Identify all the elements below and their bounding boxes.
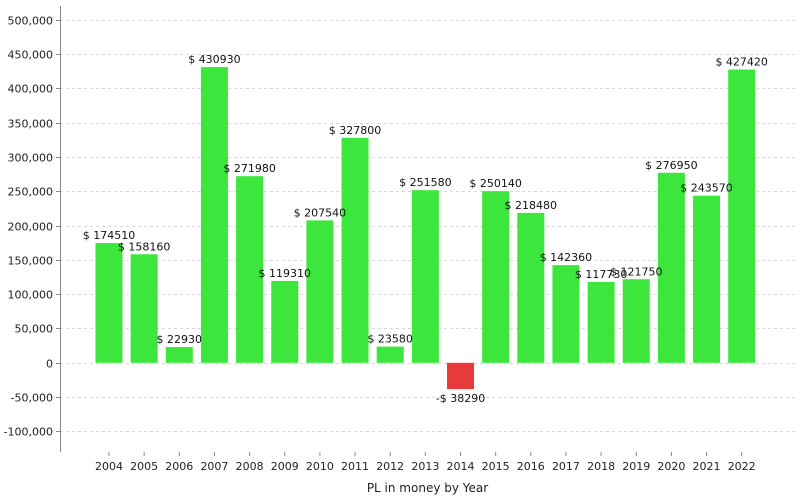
data-label-2010: $ 207540 bbox=[294, 206, 347, 219]
data-label-2014: -$ 38290 bbox=[436, 392, 485, 405]
data-label-2016: $ 218480 bbox=[505, 199, 558, 212]
x-tick-label-2005: 2005 bbox=[130, 460, 158, 473]
x-tick-label-2007: 2007 bbox=[200, 460, 228, 473]
data-label-2020: $ 276950 bbox=[645, 159, 698, 172]
data-label-2008: $ 271980 bbox=[223, 162, 276, 175]
bar-2011 bbox=[341, 137, 369, 363]
bar-2010 bbox=[306, 220, 334, 363]
bar-2013 bbox=[411, 190, 439, 363]
x-tick-label-2017: 2017 bbox=[552, 460, 580, 473]
x-tick-label-2004: 2004 bbox=[95, 460, 123, 473]
y-tick-label: 300,000 bbox=[8, 152, 54, 165]
bar-2005 bbox=[130, 254, 158, 363]
data-labels: $ 174510$ 158160 $ 22930 $ 430930 $ 271980 $… bbox=[83, 53, 768, 405]
x-tick-label-2012: 2012 bbox=[376, 460, 404, 473]
data-label-2006: $ 22930 bbox=[157, 333, 203, 346]
bar-2008 bbox=[236, 176, 264, 363]
y-tick-label: 450,000 bbox=[8, 49, 54, 62]
data-label-2015: $ 250140 bbox=[469, 177, 522, 190]
y-tick-label: 0 bbox=[46, 358, 53, 371]
y-tick-label: 500,000 bbox=[8, 15, 54, 28]
x-tick-label-2019: 2019 bbox=[622, 460, 650, 473]
x-tick-label-2014: 2014 bbox=[447, 460, 475, 473]
bar-2009 bbox=[271, 280, 299, 363]
bar-2014 bbox=[447, 362, 474, 390]
y-axis-ticks: -100,000 -50,000 0 50,000 100,000 150,000 200,… bbox=[4, 15, 60, 439]
bar-2012 bbox=[376, 346, 404, 363]
x-axis-ticks: 2004 2005 2006 2007 2008 2009 2010 2011 2012 2013… bbox=[95, 452, 756, 473]
bar-2017 bbox=[552, 265, 580, 363]
y-tick-label: 350,000 bbox=[8, 118, 54, 131]
x-tick-label-2011: 2011 bbox=[341, 460, 369, 473]
x-tick-label-2022: 2022 bbox=[728, 460, 756, 473]
bar-2007 bbox=[200, 67, 228, 363]
y-tick-label: 400,000 bbox=[8, 83, 54, 96]
y-tick-label: 200,000 bbox=[8, 221, 54, 234]
bar-2019 bbox=[622, 279, 650, 363]
data-label-2011: $ 327800 bbox=[329, 124, 382, 137]
data-label-2018: $ 117730 bbox=[575, 268, 628, 281]
x-tick-label-2018: 2018 bbox=[587, 460, 615, 473]
y-tick-label: 50,000 bbox=[15, 323, 54, 336]
data-label-2007: $ 430930 bbox=[188, 53, 241, 66]
bar-2006 bbox=[165, 347, 193, 363]
x-tick-label-2009: 2009 bbox=[271, 460, 299, 473]
data-label-2021: $ 243570 bbox=[680, 182, 733, 195]
x-tick-label-2021: 2021 bbox=[693, 460, 721, 473]
data-label-2013: $ 251580 bbox=[399, 176, 452, 189]
x-tick-label-2016: 2016 bbox=[517, 460, 545, 473]
x-axis-title: PL in money by Year bbox=[367, 481, 488, 495]
data-label-2004: $ 174510 bbox=[83, 229, 136, 242]
data-label-2017: $ 142360 bbox=[540, 251, 593, 264]
x-tick-label-2020: 2020 bbox=[657, 460, 685, 473]
bar-2018 bbox=[587, 282, 615, 363]
x-tick-label-2015: 2015 bbox=[482, 460, 510, 473]
bar-2020 bbox=[657, 172, 685, 363]
bar-2021 bbox=[693, 195, 721, 363]
data-label-2019: $ 121750 bbox=[610, 265, 663, 278]
bar-2016 bbox=[517, 212, 545, 363]
bar-2022 bbox=[728, 69, 756, 363]
x-tick-label-2008: 2008 bbox=[236, 460, 264, 473]
data-label-2022: $ 427420 bbox=[715, 56, 768, 69]
data-label-2005: $ 158160 bbox=[118, 240, 171, 253]
y-tick-label: 250,000 bbox=[8, 186, 54, 199]
bar-2004 bbox=[95, 243, 123, 363]
x-tick-label-2006: 2006 bbox=[165, 460, 193, 473]
x-tick-label-2010: 2010 bbox=[306, 460, 334, 473]
bars bbox=[95, 67, 756, 390]
data-label-2009: $ 119310 bbox=[259, 267, 312, 280]
y-tick-label: 100,000 bbox=[8, 289, 54, 302]
bar-2015 bbox=[482, 191, 510, 363]
x-tick-label-2013: 2013 bbox=[411, 460, 439, 473]
y-tick-label: -100,000 bbox=[4, 426, 53, 439]
data-label-2012: $ 23580 bbox=[367, 333, 413, 346]
y-tick-label: 150,000 bbox=[8, 255, 54, 268]
y-tick-label: -50,000 bbox=[11, 392, 53, 405]
